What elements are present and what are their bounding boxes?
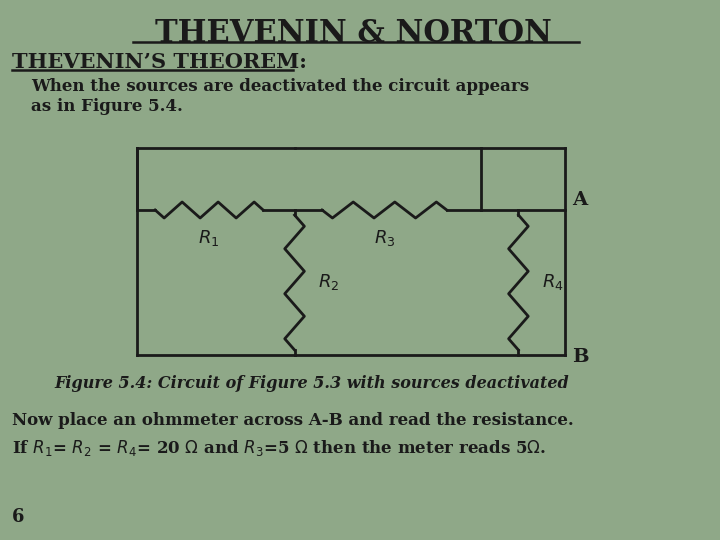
Text: $R_3$: $R_3$ [374, 228, 395, 248]
Text: $R_1$: $R_1$ [199, 228, 220, 248]
Text: B: B [572, 348, 589, 366]
Text: THEVENIN & NORTON: THEVENIN & NORTON [155, 18, 552, 49]
Text: A: A [572, 191, 588, 209]
Text: Now place an ohmmeter across A-B and read the resistance.: Now place an ohmmeter across A-B and rea… [12, 412, 574, 429]
Text: $R_2$: $R_2$ [318, 273, 339, 293]
Text: When the sources are deactivated the circuit appears
as in Figure 5.4.: When the sources are deactivated the cir… [32, 78, 529, 114]
Text: THEVENIN’S THEOREM:: THEVENIN’S THEOREM: [12, 52, 307, 72]
Text: If $R_1$= $R_2$ = $R_4$= 20 $\Omega$ and $R_3$=5 $\Omega$ then the meter reads 5: If $R_1$= $R_2$ = $R_4$= 20 $\Omega$ and… [12, 438, 546, 458]
Text: 6: 6 [12, 508, 24, 526]
Text: $R_4$: $R_4$ [542, 273, 564, 293]
Text: Figure 5.4: Circuit of Figure 5.3 with sources deactivated: Figure 5.4: Circuit of Figure 5.3 with s… [54, 375, 569, 392]
